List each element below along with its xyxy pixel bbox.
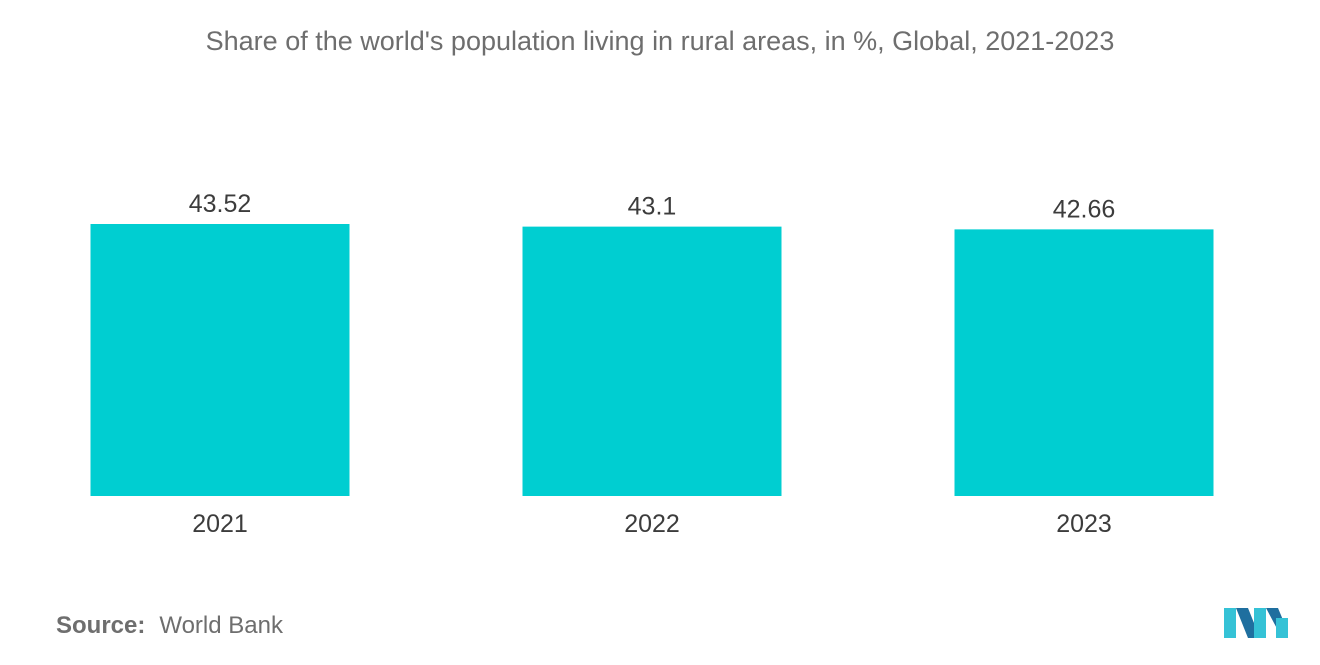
bar-2021 bbox=[90, 224, 350, 496]
bar-2023 bbox=[954, 229, 1214, 496]
source-label: Source: bbox=[56, 612, 146, 639]
value-label-2022: 43.1 bbox=[628, 193, 677, 221]
source-value: World Bank bbox=[159, 612, 283, 639]
x-tick-label-2021: 2021 bbox=[192, 510, 248, 538]
x-tick-label-2022: 2022 bbox=[624, 510, 680, 538]
chart-title: Share of the world's population living i… bbox=[205, 26, 1115, 56]
brand-logo-icon bbox=[1224, 608, 1288, 638]
source-footer: Source: World Bank bbox=[56, 612, 283, 640]
value-label-2021: 43.52 bbox=[189, 190, 252, 218]
bar-2022 bbox=[522, 226, 782, 496]
bar-chart: 43.52 2021 43.1 2022 42.66 2023 bbox=[90, 190, 1214, 538]
x-tick-label-2023: 2023 bbox=[1056, 510, 1112, 538]
value-label-2023: 42.66 bbox=[1053, 195, 1116, 223]
